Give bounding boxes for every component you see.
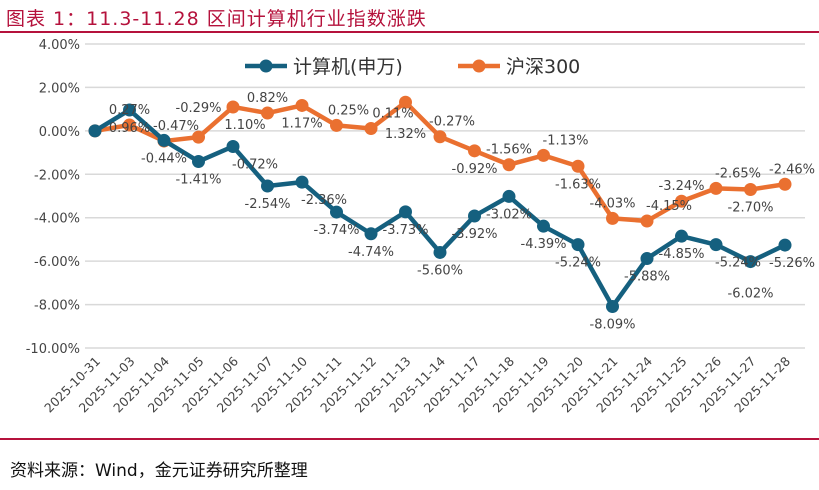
data-label-computer: 0.96% <box>109 121 150 136</box>
y-tick-label: 4.00% <box>39 38 80 53</box>
y-tick-label: -8.00% <box>34 299 80 314</box>
data-point <box>468 144 481 158</box>
data-label-computer: -3.02% <box>486 207 532 222</box>
data-point <box>295 98 309 112</box>
data-label-computer: -5.26% <box>769 256 815 271</box>
data-point <box>744 182 757 196</box>
y-tick-label: -2.00% <box>34 168 80 183</box>
data-point <box>295 175 309 189</box>
data-label-computer: -4.85% <box>659 247 705 262</box>
legend-swatch-marker <box>259 59 273 73</box>
data-point <box>192 130 205 144</box>
data-point <box>778 238 792 252</box>
data-point <box>226 100 240 114</box>
data-point <box>399 205 412 219</box>
data-point <box>675 194 688 208</box>
data-label-computer: -5.24% <box>715 256 761 271</box>
data-point <box>606 300 619 314</box>
data-label-hs300: 0.25% <box>328 103 369 118</box>
data-label-hs300: -0.92% <box>452 162 498 177</box>
data-label-hs300: 0.27% <box>109 103 150 118</box>
bottom-rule <box>0 438 819 440</box>
data-label-hs300: 0.11% <box>372 106 413 121</box>
data-label-hs300: -4.03% <box>590 196 636 211</box>
data-label-computer: -0.44% <box>141 151 187 166</box>
data-label-computer: -4.74% <box>348 245 394 260</box>
data-point <box>88 124 102 138</box>
data-point <box>433 245 447 259</box>
data-point <box>330 118 343 132</box>
data-label-hs300: -3.24% <box>659 179 705 194</box>
data-point <box>123 118 136 132</box>
data-point <box>502 189 516 203</box>
data-label-computer: -3.74% <box>314 223 360 238</box>
data-label-computer: -1.41% <box>176 172 222 187</box>
data-label-hs300: -2.70% <box>728 200 774 215</box>
data-point <box>330 205 343 219</box>
data-label-hs300: -1.63% <box>555 177 601 192</box>
data-point <box>226 139 240 153</box>
data-label-hs300: -2.65% <box>715 166 761 181</box>
data-point <box>709 238 723 252</box>
data-label-computer: -4.39% <box>521 237 567 252</box>
data-point <box>778 177 792 191</box>
data-point <box>571 238 585 252</box>
data-point <box>709 181 723 195</box>
data-point <box>744 255 757 269</box>
data-label-hs300: 1.10% <box>224 118 265 133</box>
data-label-computer: -3.92% <box>452 227 498 242</box>
y-tick-label: 2.00% <box>39 81 80 96</box>
data-point <box>606 211 619 225</box>
data-label-hs300: 1.32% <box>385 127 426 142</box>
data-label-computer: -5.24% <box>555 256 601 271</box>
data-point <box>123 103 136 117</box>
data-label-computer: -5.88% <box>624 270 670 285</box>
source-note: 资料来源：Wind，金元证券研究所整理 <box>10 461 308 481</box>
data-point <box>675 229 688 243</box>
data-point <box>468 209 481 223</box>
line-chart: 4.00% 2.00% 0.00% -2.00% -4.00% -6.00% -8.00% -… <box>26 38 815 415</box>
data-point <box>502 158 516 172</box>
data-label-hs300: 0.82% <box>247 91 288 106</box>
data-point <box>537 219 550 233</box>
data-label-computer: -5.60% <box>417 263 463 278</box>
data-label-computer: -3.73% <box>383 223 429 238</box>
data-label-hs300: -0.27% <box>429 115 475 130</box>
data-label-hs300: -4.15% <box>646 199 692 214</box>
y-tick-label: -4.00% <box>34 212 80 227</box>
data-point <box>261 179 274 193</box>
data-label-computer: -6.02% <box>728 287 774 302</box>
data-point <box>261 106 274 120</box>
data-label-computer: -0.72% <box>232 157 278 172</box>
y-tick-label: -10.00% <box>26 342 80 357</box>
data-label-hs300: -1.13% <box>543 133 589 148</box>
y-tick-label: 0.00% <box>39 125 80 140</box>
data-label-hs300: -0.47% <box>153 119 199 134</box>
data-point <box>399 95 412 109</box>
data-point <box>571 159 585 173</box>
title-rule <box>0 31 819 33</box>
data-label-hs300: 1.17% <box>281 116 322 131</box>
data-point <box>364 227 378 241</box>
data-label-computer: -2.54% <box>245 197 291 212</box>
legend-label: 沪深300 <box>506 56 580 78</box>
data-label-hs300: -0.29% <box>176 101 222 116</box>
data-point <box>433 130 447 144</box>
data-label-hs300: -2.46% <box>769 162 815 177</box>
data-point <box>192 154 205 168</box>
y-tick-label: -6.00% <box>34 255 80 270</box>
data-label-computer: -8.09% <box>590 318 636 333</box>
data-point <box>537 148 550 162</box>
data-point <box>157 133 171 147</box>
legend-label: 计算机(申万) <box>293 56 403 78</box>
data-point <box>364 121 378 135</box>
data-label-computer: -2.36% <box>301 193 347 208</box>
legend-swatch-marker <box>472 59 486 73</box>
data-point <box>640 214 654 228</box>
figure-title: 图表 1：11.3-11.28 区间计算机行业指数涨跌 <box>6 8 427 30</box>
data-label-hs300: -1.56% <box>486 143 532 158</box>
data-point <box>640 252 654 266</box>
